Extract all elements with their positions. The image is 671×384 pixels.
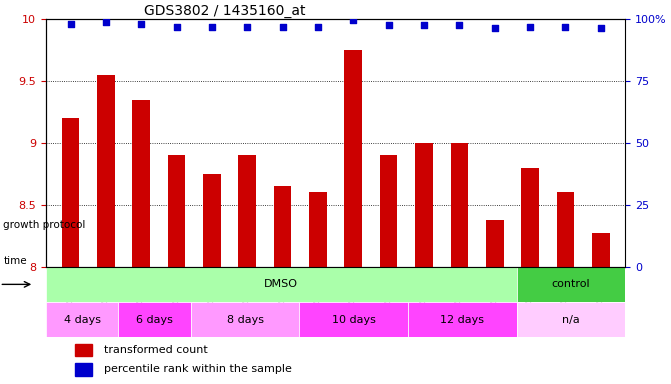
Bar bbox=[415, 143, 433, 267]
FancyBboxPatch shape bbox=[46, 302, 118, 338]
Point bbox=[242, 23, 252, 30]
Bar bbox=[132, 99, 150, 267]
Point bbox=[489, 25, 500, 31]
Bar bbox=[74, 344, 92, 356]
Bar bbox=[238, 155, 256, 267]
Point bbox=[348, 17, 359, 23]
Bar bbox=[74, 363, 92, 376]
Point bbox=[65, 21, 76, 27]
FancyBboxPatch shape bbox=[46, 267, 517, 302]
Point bbox=[277, 23, 288, 30]
Point bbox=[207, 23, 217, 30]
FancyBboxPatch shape bbox=[517, 302, 625, 338]
Bar bbox=[592, 233, 609, 267]
Point bbox=[595, 25, 606, 31]
Bar bbox=[62, 118, 79, 267]
FancyBboxPatch shape bbox=[299, 302, 408, 338]
Bar bbox=[309, 192, 327, 267]
Bar bbox=[521, 168, 539, 267]
Point bbox=[560, 23, 571, 30]
Text: transformed count: transformed count bbox=[104, 345, 207, 355]
Point bbox=[525, 23, 535, 30]
Text: growth protocol: growth protocol bbox=[3, 220, 86, 230]
Text: control: control bbox=[552, 280, 590, 290]
Text: DMSO: DMSO bbox=[264, 280, 299, 290]
Text: 10 days: 10 days bbox=[331, 315, 376, 325]
Bar bbox=[344, 50, 362, 267]
FancyBboxPatch shape bbox=[191, 302, 299, 338]
Text: 8 days: 8 days bbox=[227, 315, 264, 325]
Point bbox=[383, 22, 394, 28]
Text: percentile rank within the sample: percentile rank within the sample bbox=[104, 364, 292, 374]
Point bbox=[419, 22, 429, 28]
Bar bbox=[203, 174, 221, 267]
Bar bbox=[168, 155, 185, 267]
Point bbox=[171, 23, 182, 30]
Point bbox=[454, 22, 465, 28]
Text: GDS3802 / 1435160_at: GDS3802 / 1435160_at bbox=[144, 4, 306, 18]
Text: 4 days: 4 days bbox=[64, 315, 101, 325]
Bar bbox=[450, 143, 468, 267]
Bar bbox=[380, 155, 397, 267]
Text: 12 days: 12 days bbox=[440, 315, 484, 325]
Text: time: time bbox=[3, 256, 27, 266]
Point bbox=[136, 21, 146, 27]
FancyBboxPatch shape bbox=[517, 267, 625, 302]
FancyBboxPatch shape bbox=[408, 302, 517, 338]
Bar bbox=[486, 220, 503, 267]
Text: 6 days: 6 days bbox=[136, 315, 173, 325]
Bar bbox=[97, 75, 115, 267]
Bar bbox=[274, 186, 291, 267]
Point bbox=[101, 18, 111, 25]
Bar bbox=[556, 192, 574, 267]
Point bbox=[313, 23, 323, 30]
Text: n/a: n/a bbox=[562, 315, 580, 325]
FancyBboxPatch shape bbox=[118, 302, 191, 338]
